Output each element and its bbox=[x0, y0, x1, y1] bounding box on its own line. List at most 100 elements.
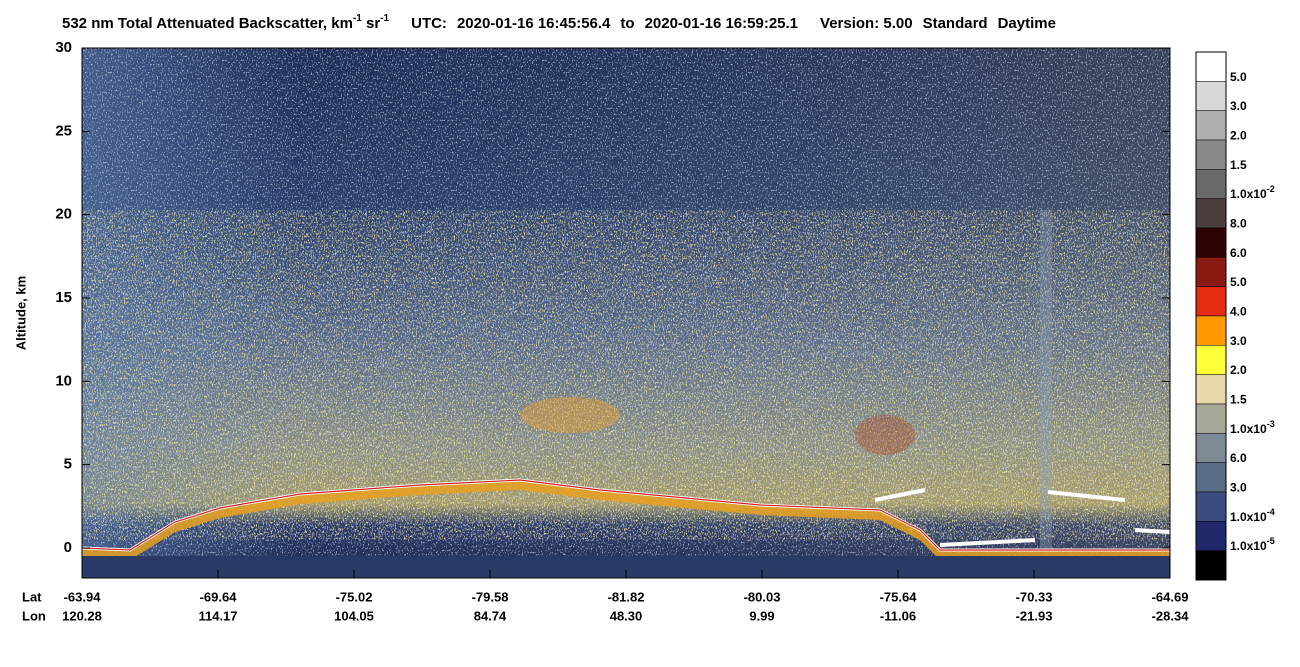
lon-label: 48.30 bbox=[610, 608, 643, 623]
colorbar-swatch bbox=[1195, 403, 1227, 434]
colorbar-label-text: 4.0 bbox=[1230, 305, 1247, 319]
lon-row-label: Lon bbox=[22, 608, 46, 623]
lon-label: -28.34 bbox=[1152, 608, 1190, 623]
backscatter-image bbox=[82, 48, 1170, 578]
colorbar-swatch bbox=[1195, 550, 1227, 581]
colorbar-label-text: 3.0 bbox=[1230, 481, 1247, 495]
lat-label: -79.58 bbox=[472, 589, 509, 604]
colorbar-label: 6.0 bbox=[1230, 246, 1247, 260]
colorbar-label-text: 3.0 bbox=[1230, 334, 1247, 348]
title-part: -1 bbox=[353, 13, 362, 24]
colorbar-label: 5.0 bbox=[1230, 70, 1247, 84]
colorbar-label-text: 5.0 bbox=[1230, 275, 1247, 289]
lon-label: 9.99 bbox=[749, 608, 774, 623]
colorbar-swatch bbox=[1195, 139, 1227, 170]
colorbar-swatch bbox=[1195, 286, 1227, 317]
title-part: Daytime bbox=[998, 15, 1056, 32]
colorbar-label-text: 3.0 bbox=[1230, 99, 1247, 113]
lat-label: -81.82 bbox=[608, 589, 645, 604]
colorbar-swatch bbox=[1195, 169, 1227, 199]
colorbar-label-text: 5.0 bbox=[1230, 70, 1247, 84]
colorbar-label-exp: -2 bbox=[1267, 185, 1275, 195]
y-axis-label: Altitude, km bbox=[13, 276, 28, 350]
colorbar-label: 5.0 bbox=[1230, 275, 1247, 289]
colorbar-label: 2.0 bbox=[1230, 129, 1247, 143]
colorbar-label: 1.5 bbox=[1230, 393, 1247, 407]
colorbar-label-text: 8.0 bbox=[1230, 217, 1247, 231]
chart-title: 532 nm Total Attenuated Backscatter, km-… bbox=[62, 13, 1056, 32]
colorbar-label: 3.0 bbox=[1230, 334, 1247, 348]
colorbar-label: 6.0 bbox=[1230, 451, 1247, 465]
lat-label: -80.03 bbox=[744, 589, 781, 604]
y-tick-label: 20 bbox=[55, 206, 72, 223]
colorbar-frame bbox=[1195, 51, 1227, 581]
lat-label: -69.64 bbox=[200, 589, 238, 604]
colorbar-label: 3.0 bbox=[1230, 99, 1247, 113]
colorbar-label-text: 1.0x10 bbox=[1230, 539, 1267, 553]
lat-row-label: Lat bbox=[22, 589, 42, 604]
colorbar-swatch bbox=[1195, 374, 1227, 405]
colorbar-label-exp: -3 bbox=[1267, 419, 1275, 429]
colorbar-swatch bbox=[1195, 315, 1227, 346]
lat-label: -70.33 bbox=[1016, 589, 1053, 604]
colorbar-swatch bbox=[1195, 521, 1227, 551]
title-part: 2020-01-16 16:45:56.4 bbox=[457, 15, 611, 32]
colorbar-label-text: 2.0 bbox=[1230, 363, 1247, 377]
title-part: -1 bbox=[380, 13, 389, 24]
colorbar-label: 1.0x10-3 bbox=[1230, 419, 1275, 436]
y-tick-label: 10 bbox=[55, 372, 72, 389]
colorbar-swatch bbox=[1195, 433, 1227, 463]
colorbar-swatch bbox=[1195, 227, 1227, 258]
lat-label: -75.02 bbox=[336, 589, 373, 604]
colorbar-label-exp: -4 bbox=[1267, 507, 1275, 517]
lat-label: -63.94 bbox=[64, 589, 102, 604]
lon-label: 84.74 bbox=[474, 608, 507, 623]
colorbar-label-exp: -5 bbox=[1267, 537, 1275, 547]
title-part: sr bbox=[362, 15, 381, 32]
colorbar-label-text: 2.0 bbox=[1230, 129, 1247, 143]
lat-label: -64.69 bbox=[1152, 589, 1189, 604]
colorbar-swatch bbox=[1195, 110, 1227, 141]
colorbar-label-text: 1.0x10 bbox=[1230, 510, 1267, 524]
colorbar-label: 2.0 bbox=[1230, 363, 1247, 377]
lon-label: 114.17 bbox=[198, 608, 237, 623]
colorbar-label-text: 6.0 bbox=[1230, 451, 1247, 465]
colorbar-label-text: 6.0 bbox=[1230, 246, 1247, 260]
title-part: 532 nm Total Attenuated Backscatter, km bbox=[62, 15, 353, 32]
colorbar-label: 1.0x10-4 bbox=[1230, 507, 1275, 524]
colorbar-label-text: 1.0x10 bbox=[1230, 422, 1267, 436]
colorbar-label-text: 1.5 bbox=[1230, 158, 1247, 172]
y-tick-label: 15 bbox=[55, 289, 72, 306]
title-part: to bbox=[620, 15, 634, 32]
title-part: Version: 5.00 bbox=[820, 15, 913, 32]
y-tick-label: 25 bbox=[55, 122, 72, 139]
colorbar-label: 8.0 bbox=[1230, 217, 1247, 231]
y-tick-label: 0 bbox=[64, 539, 72, 556]
lon-label: -11.06 bbox=[880, 608, 916, 623]
colorbar-label: 3.0 bbox=[1230, 481, 1247, 495]
colorbar-swatch bbox=[1195, 198, 1227, 229]
lon-label: 104.05 bbox=[334, 608, 374, 623]
title-part: Standard bbox=[923, 15, 988, 32]
lon-label: -21.93 bbox=[1016, 608, 1053, 623]
colorbar-swatch bbox=[1195, 257, 1227, 287]
colorbar-swatch bbox=[1195, 491, 1227, 522]
colorbar-label-text: 1.0x10 bbox=[1230, 187, 1267, 201]
title-part: 2020-01-16 16:59:25.1 bbox=[645, 15, 798, 32]
colorbar-swatch bbox=[1195, 81, 1227, 111]
y-tick-label: 5 bbox=[64, 456, 72, 473]
colorbar-label: 4.0 bbox=[1230, 305, 1247, 319]
colorbar-swatch bbox=[1195, 51, 1227, 82]
colorbar-label-text: 1.5 bbox=[1230, 393, 1247, 407]
colorbar-label: 1.0x10-2 bbox=[1230, 185, 1275, 202]
y-tick-label: 30 bbox=[55, 39, 72, 56]
colorbar-swatch bbox=[1195, 462, 1227, 493]
colorbar-swatch bbox=[1195, 345, 1227, 375]
title-part: UTC: bbox=[411, 15, 447, 32]
lat-label: -75.64 bbox=[880, 589, 918, 604]
lon-label: 120.28 bbox=[62, 608, 102, 623]
colorbar-label: 1.5 bbox=[1230, 158, 1247, 172]
colorbar-label: 1.0x10-5 bbox=[1230, 537, 1275, 554]
